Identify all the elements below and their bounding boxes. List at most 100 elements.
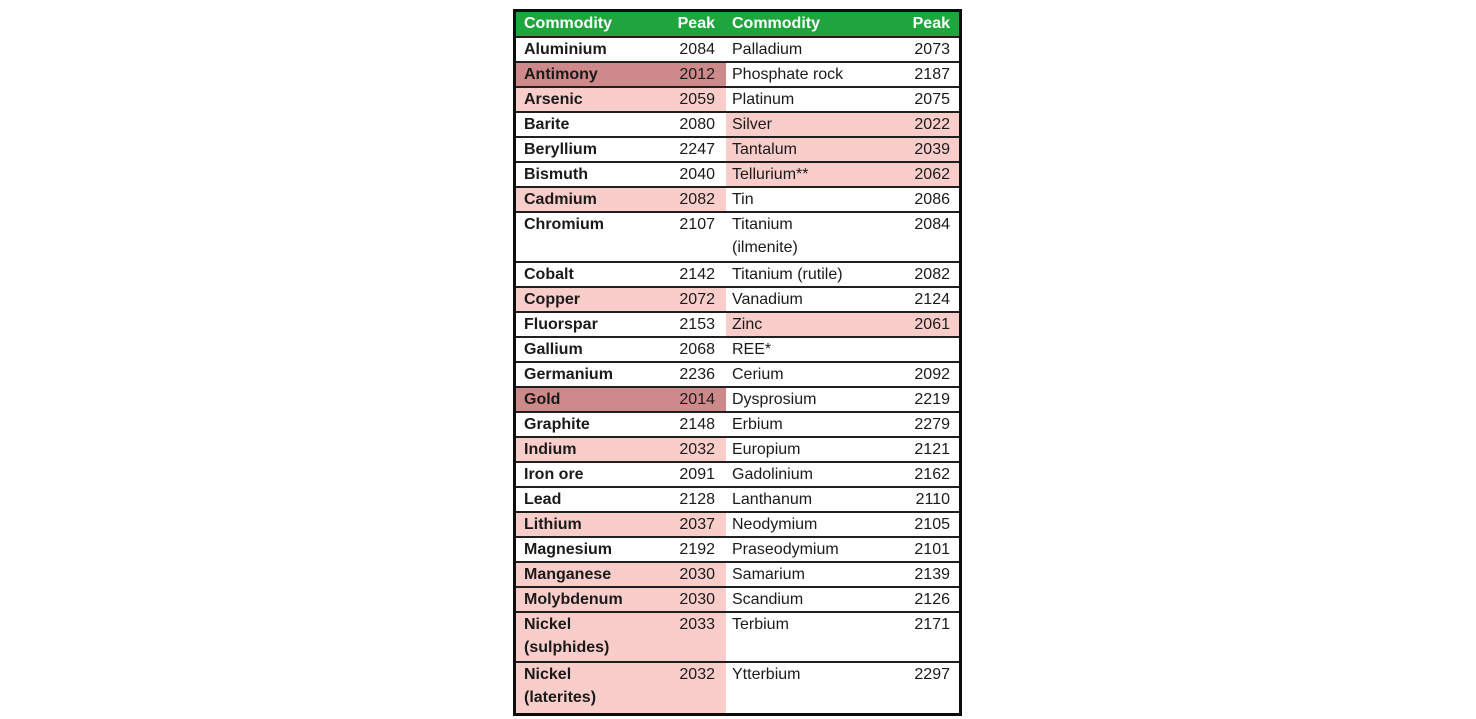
row-left-half: Cobalt 2142 (516, 263, 726, 286)
row-right-half: Dysprosium 2219 (726, 388, 959, 411)
table-row: Manganese 2030 Samarium 2139 (516, 563, 959, 588)
peak-cell: 2105 (914, 516, 950, 533)
row-left-half: Molybdenum 2030 (516, 588, 726, 611)
row-left-half: Beryllium 2247 (516, 138, 726, 161)
commodity-cell: Arsenic (524, 91, 583, 108)
peak-cell: 2148 (679, 416, 715, 433)
peak-cell: 2012 (679, 66, 715, 83)
table-body: Aluminium 2084 Palladium 2073 Antimony 2012 Ph… (516, 38, 959, 713)
peak-cell: 2059 (679, 91, 715, 108)
header-commodity-left: Commodity (524, 15, 612, 32)
header-peak-right: Peak (912, 15, 950, 32)
peak-cell: 2101 (914, 541, 950, 558)
commodity-cell: Cadmium (524, 191, 597, 208)
row-left-half: Antimony 2012 (516, 63, 726, 86)
peak-cell: 2072 (679, 291, 715, 308)
row-left-half: Aluminium 2084 (516, 38, 726, 61)
row-left-half: Gold 2014 (516, 388, 726, 411)
peak-cell: 2084 (914, 216, 950, 233)
peak-cell: 2153 (679, 316, 715, 333)
table-row: Bismuth 2040 Tellurium** 2062 (516, 163, 959, 188)
peak-cell: 2297 (914, 666, 950, 683)
commodity-cell: Lanthanum (732, 491, 813, 508)
peak-cell: 2091 (679, 466, 715, 483)
peak-cell: 2110 (915, 491, 950, 508)
peak-cell: 2080 (679, 116, 715, 133)
row-right-half: Palladium 2073 (726, 38, 959, 61)
commodity-cell: REE* (732, 341, 772, 358)
commodity-cell: Samarium (732, 566, 805, 583)
table-row: Chromium 2107 Titanium (ilmenite) 2084 (516, 213, 959, 263)
table-row: Nickel (sulphides) 2033 Terbium 2171 (516, 613, 959, 663)
table-row: Cadmium 2082 Tin 2086 (516, 188, 959, 213)
row-right-half: Gadolinium 2162 (726, 463, 959, 486)
commodity-cell: Nickel (laterites) (524, 666, 597, 706)
commodity-cell: Cerium (732, 366, 784, 383)
commodity-cell: Beryllium (524, 141, 597, 158)
peak-cell: 2247 (679, 141, 715, 158)
row-right-half: Tin 2086 (726, 188, 959, 211)
row-left-half: Germanium 2236 (516, 363, 726, 386)
table-row: Indium 2032 Europium 2121 (516, 438, 959, 463)
commodity-cell: Indium (524, 441, 577, 458)
commodity-cell: Barite (524, 116, 570, 133)
table-row: Germanium 2236 Cerium 2092 (516, 363, 959, 388)
row-right-half: REE* (726, 338, 959, 361)
table-row: Gallium 2068 REE* (516, 338, 959, 363)
commodity-cell: Antimony (524, 66, 598, 83)
peak-cell: 2124 (914, 291, 950, 308)
row-left-half: Fluorspar 2153 (516, 313, 726, 336)
row-left-half: Arsenic 2059 (516, 88, 726, 111)
peak-cell: 2039 (914, 141, 950, 158)
commodity-cell: Titanium (ilmenite) (732, 216, 798, 256)
table-row: Nickel (laterites) 2032 Ytterbium 2297 (516, 663, 959, 713)
row-left-half: Indium 2032 (516, 438, 726, 461)
commodity-cell: Erbium (732, 416, 783, 433)
row-right-half: Vanadium 2124 (726, 288, 959, 311)
row-left-half: Gallium 2068 (516, 338, 726, 361)
peak-cell: 2073 (914, 41, 950, 58)
row-right-half: Cerium 2092 (726, 363, 959, 386)
commodity-cell: Europium (732, 441, 801, 458)
commodity-cell: Tin (732, 191, 754, 208)
row-left-half: Nickel (laterites) 2032 (516, 663, 726, 713)
commodity-cell: Iron ore (524, 466, 584, 483)
peak-cell: 2082 (914, 266, 950, 283)
peak-cell: 2037 (679, 516, 715, 533)
commodity-cell: Gadolinium (732, 466, 813, 483)
row-right-half: Platinum 2075 (726, 88, 959, 111)
row-left-half: Lead 2128 (516, 488, 726, 511)
commodity-cell: Ytterbium (732, 666, 801, 683)
peak-cell: 2062 (914, 166, 950, 183)
peak-cell: 2030 (679, 591, 715, 608)
peak-cell: 2032 (679, 441, 715, 458)
peak-cell: 2192 (679, 541, 715, 558)
row-right-half: Scandium 2126 (726, 588, 959, 611)
row-left-half: Cadmium 2082 (516, 188, 726, 211)
peak-cell: 2022 (914, 116, 950, 133)
peak-cell: 2032 (679, 666, 715, 683)
peak-cell: 2014 (679, 391, 715, 408)
row-left-half: Bismuth 2040 (516, 163, 726, 186)
commodity-cell: Platinum (732, 91, 795, 108)
row-right-half: Ytterbium 2297 (726, 663, 959, 713)
row-left-half: Magnesium 2192 (516, 538, 726, 561)
row-right-half: Phosphate rock 2187 (726, 63, 959, 86)
commodity-cell: Gallium (524, 341, 583, 358)
table-row: Barite 2080 Silver 2022 (516, 113, 959, 138)
table-row: Antimony 2012 Phosphate rock 2187 (516, 63, 959, 88)
row-left-half: Barite 2080 (516, 113, 726, 136)
table-row: Graphite 2148 Erbium 2279 (516, 413, 959, 438)
table-row: Beryllium 2247 Tantalum 2039 (516, 138, 959, 163)
commodity-cell: Molybdenum (524, 591, 623, 608)
commodity-cell: Neodymium (732, 516, 818, 533)
commodity-cell: Silver (732, 116, 773, 133)
peak-cell: 2171 (914, 616, 950, 633)
row-right-half: Neodymium 2105 (726, 513, 959, 536)
commodity-cell: Palladium (732, 41, 803, 58)
commodity-cell: Terbium (732, 616, 789, 633)
header-left-half: Commodity Peak (516, 12, 726, 36)
peak-cell: 2061 (914, 316, 950, 333)
row-right-half: Titanium (ilmenite) 2084 (726, 213, 959, 261)
row-left-half: Graphite 2148 (516, 413, 726, 436)
